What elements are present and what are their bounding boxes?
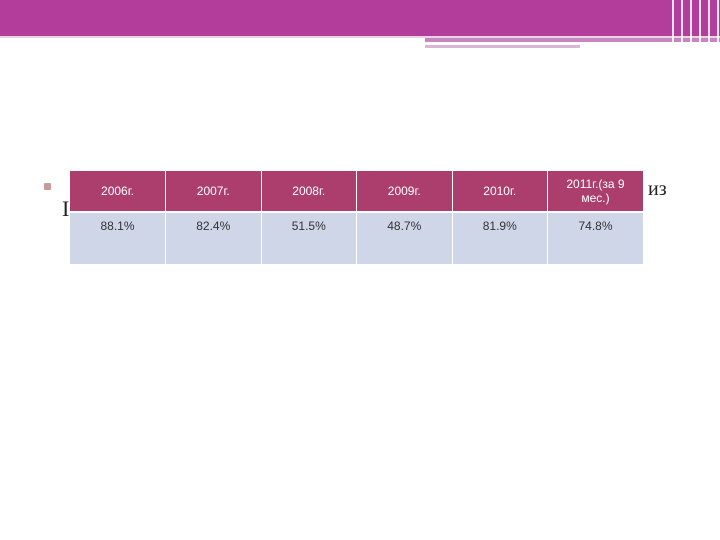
- slide-decor-line: [425, 38, 720, 42]
- clipped-text-left: I: [62, 196, 69, 221]
- clipped-text-right: из: [648, 178, 667, 200]
- table-cell: 51.5%: [261, 212, 357, 264]
- table-header-cell: 2010г.: [452, 171, 548, 213]
- table-cell: 88.1%: [70, 212, 166, 264]
- slide-top-band: [0, 0, 720, 36]
- table-header-row: 2006г. 2007г. 2008г. 2009г. 2010г. 2011г…: [70, 171, 643, 213]
- slide-decor-line: [0, 36, 720, 38]
- table-cell: 74.8%: [547, 212, 643, 264]
- percentage-table: 2006г. 2007г. 2008г. 2009г. 2010г. 2011г…: [70, 171, 643, 264]
- slide-decor-line: [425, 45, 580, 48]
- table-header-cell: 2008г.: [261, 171, 357, 213]
- table-header-cell: 2006г.: [70, 171, 166, 213]
- table-header-cell: 2009г.: [356, 171, 453, 213]
- slide-decor-stripes: [668, 0, 720, 48]
- table-header-cell: 2007г.: [165, 171, 262, 213]
- table-header-cell: 2011г.(за 9 мес.): [547, 171, 643, 213]
- table-cell: 81.9%: [452, 212, 548, 264]
- table-row: 88.1% 82.4% 51.5% 48.7% 81.9% 74.8%: [70, 212, 643, 264]
- table-cell: 48.7%: [356, 212, 453, 264]
- bullet-marker: [44, 183, 51, 190]
- table-cell: 82.4%: [165, 212, 262, 264]
